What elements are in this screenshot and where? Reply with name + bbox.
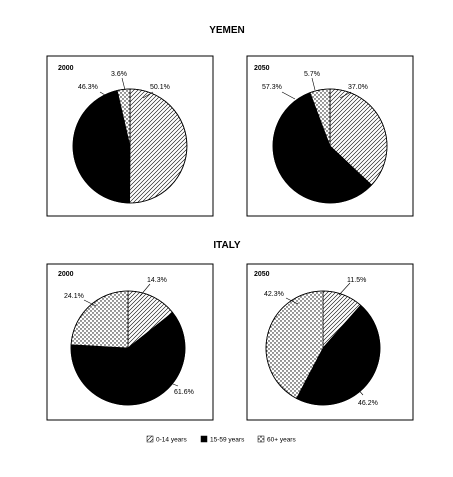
leader-yemen-2000-60plus	[121, 77, 126, 91]
pct-label-italy-2050-15-59: 46.2%	[358, 400, 378, 407]
pct-label-italy-2000-0-14: 14.3%	[147, 277, 167, 284]
leader-italy-2050-15-59	[355, 386, 364, 396]
legend-swatch-60plus	[257, 435, 265, 443]
pct-label-yemen-2000-0-14: 50.1%	[150, 84, 170, 91]
leader-italy-2000-0-14	[139, 283, 151, 297]
section-title-yemen: YEMEN	[209, 25, 245, 36]
pie-yemen-2000	[72, 88, 188, 204]
pct-label-italy-2000-60plus: 24.1%	[64, 293, 84, 300]
pie-italy-2000	[70, 290, 186, 406]
pie-italy-2050	[265, 290, 381, 406]
leader-yemen-2050-60plus	[311, 77, 316, 91]
leader-italy-2050-0-14	[338, 282, 351, 296]
pie-outline	[70, 290, 186, 406]
pct-label-yemen-2000-60plus: 3.6%	[111, 71, 127, 78]
pct-label-italy-2000-15-59: 61.6%	[174, 389, 194, 396]
leader-lines	[83, 77, 364, 396]
pie-outline	[272, 88, 388, 204]
year-label-yemen-2000: 2000	[58, 65, 74, 72]
leader-yemen-2000-15-59	[99, 91, 111, 99]
leader-italy-2000-15-59	[167, 381, 179, 387]
leader-yemen-2000-0-14	[142, 91, 154, 99]
leader-italy-2000-60plus	[83, 299, 97, 307]
pct-label-italy-2050-0-14: 11.5%	[347, 277, 366, 284]
year-label-italy-2000: 2000	[58, 271, 74, 278]
legend-label-0-14: 0-14 years	[156, 437, 187, 444]
legend-label-60plus: 60+ years	[267, 437, 296, 444]
legend-label-15-59: 15-59 years	[210, 437, 245, 444]
leader-yemen-2050-0-14	[339, 91, 352, 99]
legend-swatch-15-59	[200, 435, 208, 443]
year-label-yemen-2050: 2050	[254, 65, 270, 72]
pie-outline	[265, 290, 381, 406]
legend: 0-14 years 15-59 years 60+ years	[146, 435, 296, 444]
leader-italy-2050-60plus	[285, 297, 299, 305]
legend-swatch-0-14	[146, 435, 154, 443]
pct-label-yemen-2050-15-59: 57.3%	[262, 84, 282, 91]
pct-label-yemen-2000-15-59: 46.3%	[78, 84, 98, 91]
pct-label-italy-2050-60plus: 42.3%	[264, 291, 284, 298]
pie-outline	[72, 88, 188, 204]
leader-yemen-2050-15-59	[281, 91, 296, 100]
pct-label-yemen-2050-0-14: 37.0%	[348, 84, 368, 91]
pct-label-yemen-2050-60plus: 5.7%	[304, 71, 320, 78]
section-title-italy: ITALY	[213, 240, 241, 251]
pie-yemen-2050	[272, 88, 388, 204]
year-label-italy-2050: 2050	[254, 271, 270, 278]
